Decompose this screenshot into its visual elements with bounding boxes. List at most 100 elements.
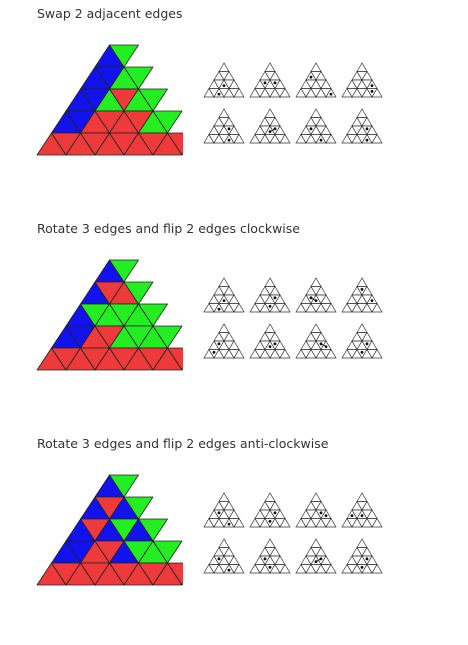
facelet [167, 347, 183, 371]
facelet [123, 496, 154, 520]
step-marker [263, 557, 267, 561]
step-marker [227, 138, 231, 142]
step-cell [233, 348, 245, 359]
step-cell [279, 563, 291, 574]
step-marker [365, 138, 369, 142]
step-marker [314, 299, 318, 303]
step-cell [218, 492, 230, 502]
step-cell [279, 87, 291, 98]
step-marker [227, 568, 231, 572]
step-cell [371, 348, 383, 359]
step-marker [273, 127, 277, 131]
step-marker [268, 345, 272, 349]
step-marker [273, 342, 277, 346]
step-cell [264, 62, 276, 72]
step-diagram [203, 108, 245, 144]
step-marker [319, 138, 323, 142]
step-cell [371, 563, 383, 574]
step-diagram [341, 277, 383, 313]
step-cell [310, 277, 322, 287]
step-marker [212, 350, 216, 354]
section-title: Rotate 3 edges and flip 2 edges anti-clo… [37, 436, 329, 451]
step-diagram [203, 538, 245, 574]
step-cell [233, 133, 245, 144]
step-cell [233, 87, 245, 98]
step-cell [279, 302, 291, 313]
step-cell [325, 348, 337, 359]
step-cell [310, 62, 322, 72]
step-cell [310, 323, 322, 333]
pyramid-diagram [36, 474, 183, 586]
step-cell [264, 108, 276, 118]
step-marker [319, 511, 323, 515]
step-marker [263, 81, 267, 85]
step-marker [324, 514, 328, 518]
step-cell [218, 323, 230, 333]
step-marker [370, 84, 374, 88]
step-marker [360, 287, 364, 291]
step-cell [325, 302, 337, 313]
step-cell [325, 133, 337, 144]
step-marker [273, 296, 277, 300]
step-diagram [341, 62, 383, 98]
step-diagram [295, 62, 337, 98]
step-diagram [341, 492, 383, 528]
step-cell [356, 538, 368, 548]
step-cell [264, 538, 276, 548]
facelet [123, 66, 154, 90]
pyramid-diagram [36, 259, 183, 371]
step-marker [319, 557, 323, 561]
step-cell [356, 277, 368, 287]
step-diagram [341, 538, 383, 574]
step-marker [324, 345, 328, 349]
step-marker [360, 514, 364, 518]
step-diagram [341, 108, 383, 144]
step-diagram [203, 492, 245, 528]
facelet [138, 303, 168, 327]
step-cell [264, 492, 276, 502]
step-cell [371, 87, 383, 98]
step-marker [268, 565, 272, 569]
step-diagram [249, 538, 291, 574]
step-marker [217, 307, 221, 311]
facelet [138, 518, 168, 542]
step-cell [264, 323, 276, 333]
step-diagram [249, 108, 291, 144]
step-diagram [295, 323, 337, 359]
step-cell [279, 517, 291, 528]
step-cell [279, 133, 291, 144]
facelet [109, 44, 139, 68]
step-cell [218, 62, 230, 72]
section-title: Swap 2 adjacent edges [37, 6, 183, 21]
algorithm-step-grid [203, 492, 383, 582]
step-marker [370, 299, 374, 303]
step-cell [325, 563, 337, 574]
step-cell [310, 108, 322, 118]
step-cell [356, 323, 368, 333]
step-marker [329, 92, 333, 96]
step-diagram [295, 538, 337, 574]
step-cell [356, 62, 368, 72]
step-diagram [295, 108, 337, 144]
step-marker [365, 127, 369, 131]
step-marker [217, 342, 221, 346]
step-marker [360, 565, 364, 569]
step-cell [310, 492, 322, 502]
step-marker [309, 127, 313, 131]
step-cell [371, 517, 383, 528]
facelet [123, 281, 154, 305]
step-marker [273, 511, 277, 515]
step-marker [217, 511, 221, 515]
step-marker [217, 92, 221, 96]
facelet [138, 88, 168, 112]
step-marker [370, 89, 374, 93]
facelet [152, 110, 183, 134]
step-cell [264, 277, 276, 287]
step-marker [227, 522, 231, 526]
step-cell [325, 517, 337, 528]
step-diagram [203, 277, 245, 313]
step-cell [325, 87, 337, 98]
step-marker [314, 560, 318, 564]
facelet [109, 259, 139, 283]
step-marker [350, 514, 354, 518]
